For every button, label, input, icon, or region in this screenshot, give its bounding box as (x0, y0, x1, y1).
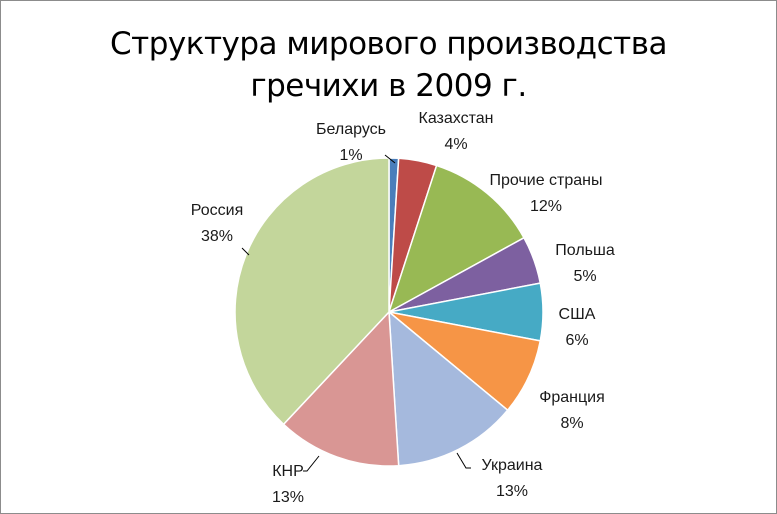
slice-label-percent: 5% (573, 268, 596, 285)
slice-label-name: Франция (539, 389, 605, 406)
slice-label-5: США 6% (559, 306, 596, 349)
leader-line-7 (456, 452, 471, 469)
slice-label-percent: 8% (560, 415, 583, 432)
chart-title-line-1: Структура мирового производства (110, 26, 668, 62)
slice-label-9: Россия 38% (191, 202, 243, 245)
slice-label-percent: 12% (530, 198, 562, 215)
slice-label-3: Прочие страны 12% (489, 172, 602, 215)
pie-slice-9 (234, 157, 390, 426)
slice-label-2: Казахстан 4% (419, 110, 494, 153)
slice-label-name: Украина (482, 457, 543, 474)
slice-labels: Беларусь 1% Казахстан 4% Прочие страны 12% Пол… (191, 110, 615, 506)
pie-slice-3 (387, 164, 525, 314)
chart-title: Структура мирового производства гречихи … (1, 23, 776, 107)
slice-label-percent: 13% (272, 489, 304, 506)
slice-label-name: Польша (555, 242, 615, 259)
slice-label-percent: 13% (496, 483, 528, 500)
pie-slice-7 (388, 310, 509, 467)
slice-label-name: Казахстан (419, 110, 494, 127)
leader-line-1 (384, 154, 396, 164)
leader-line-8 (303, 455, 320, 472)
slice-label-name: КНР (272, 463, 304, 480)
chart-title-line-2: гречихи в 2009 г. (250, 68, 527, 104)
slice-label-name: Россия (191, 202, 243, 219)
slice-label-1: Беларусь 1% (316, 121, 386, 164)
slice-label-percent: 6% (565, 332, 588, 349)
slice-label-4: Польша 5% (555, 242, 615, 285)
slice-label-name: Беларусь (316, 121, 386, 138)
leader-lines (241, 154, 471, 472)
slice-label-6: Франция 8% (539, 389, 605, 432)
slice-label-percent: 4% (444, 136, 467, 153)
slice-label-name: США (559, 306, 596, 323)
leader-line-9 (241, 247, 250, 256)
pie-slices (234, 157, 544, 467)
pie-slice-8 (282, 310, 400, 467)
slice-label-percent: 1% (339, 147, 362, 164)
slice-label-percent: 38% (201, 228, 233, 245)
slice-label-8: КНР 13% (272, 463, 304, 506)
slice-label-7: Украина 13% (482, 457, 543, 500)
slice-label-name: Прочие страны (489, 172, 602, 189)
